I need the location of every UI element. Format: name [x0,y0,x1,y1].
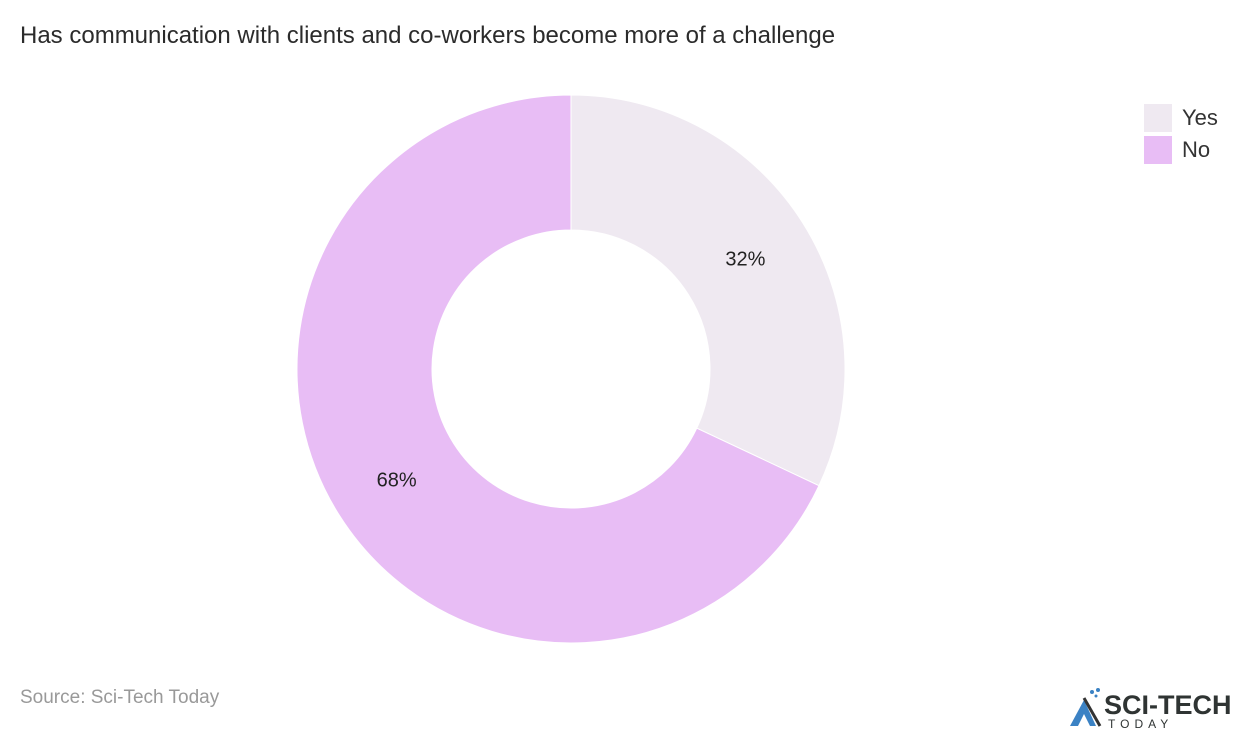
sci-tech-today-logo: SCI-TECH TODAY [1070,688,1232,730]
slice-yes [570,94,846,487]
legend-swatch-no [1144,136,1172,164]
data-label-yes: 32% [725,248,765,270]
source-note: Source: Sci-Tech Today [20,687,220,708]
slice-no [296,94,820,644]
legend-item-yes: Yes [1144,104,1218,132]
legend-label-yes: Yes [1182,105,1218,130]
chart-title: Has communication with clients and co-wo… [20,22,836,49]
legend-item-no: No [1144,136,1210,164]
data-label-no: 68% [377,470,417,492]
svg-text:TODAY: TODAY [1108,717,1173,730]
legend-swatch-yes [1144,104,1172,132]
svg-text:SCI-TECH: SCI-TECH [1104,690,1232,720]
legend-label-no: No [1182,137,1211,162]
